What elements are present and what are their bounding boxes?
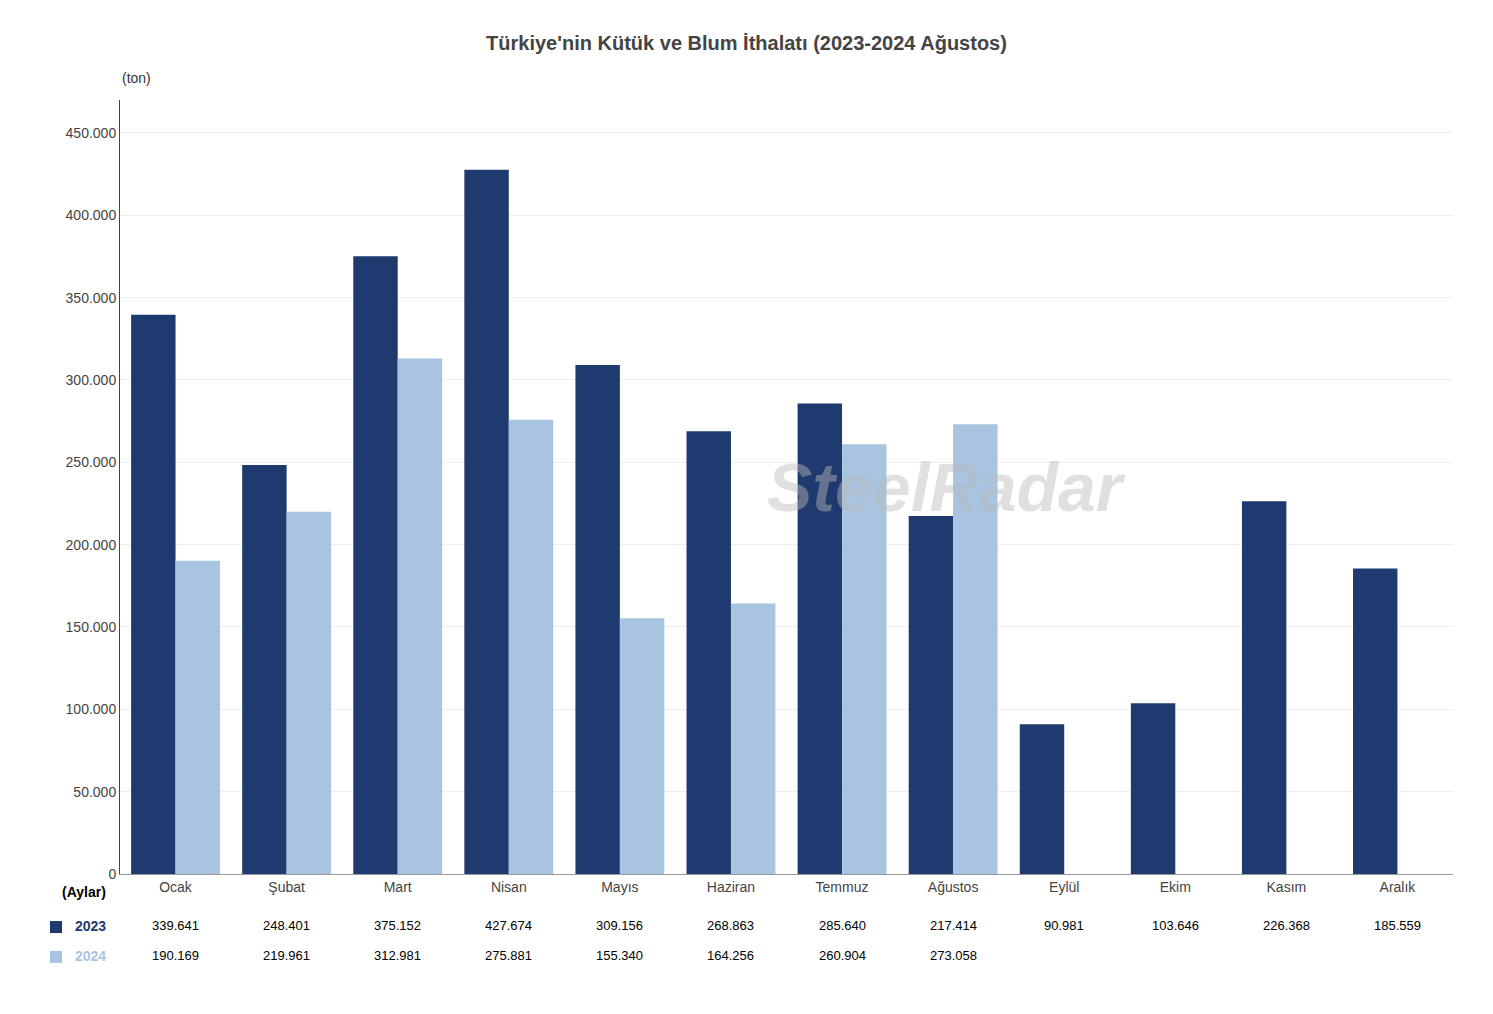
svg-text:90.981: 90.981 [1044,918,1084,933]
svg-text:375.152: 375.152 [374,918,421,933]
svg-text:Kasım: Kasım [1267,879,1307,895]
svg-text:260.904: 260.904 [819,948,866,963]
svg-text:Haziran: Haziran [707,879,755,895]
svg-text:285.640: 285.640 [819,918,866,933]
svg-text:Eylül: Eylül [1049,879,1079,895]
svg-text:450.000: 450.000 [66,125,117,141]
svg-text:219.961: 219.961 [263,948,310,963]
svg-text:164.256: 164.256 [707,948,754,963]
svg-text:309.156: 309.156 [596,918,643,933]
svg-text:200.000: 200.000 [66,537,117,553]
svg-text:427.674: 427.674 [485,918,532,933]
svg-text:Ağustos: Ağustos [928,879,979,895]
svg-text:150.000: 150.000 [66,619,117,635]
svg-text:248.401: 248.401 [263,918,310,933]
svg-text:268.863: 268.863 [707,918,754,933]
svg-text:155.340: 155.340 [596,948,643,963]
svg-text:350.000: 350.000 [66,290,117,306]
svg-text:273.058: 273.058 [930,948,977,963]
svg-text:103.646: 103.646 [1152,918,1199,933]
svg-text:339.641: 339.641 [152,918,199,933]
svg-text:185.559: 185.559 [1374,918,1421,933]
svg-text:Şubat: Şubat [268,879,305,895]
svg-text:0: 0 [108,866,116,882]
svg-text:Türkiye'nin Kütük ve Blum İtha: Türkiye'nin Kütük ve Blum İthalatı (2023… [486,32,1007,54]
svg-text:Ekim: Ekim [1160,879,1191,895]
svg-text:(Aylar): (Aylar) [62,884,106,900]
svg-text:312.981: 312.981 [374,948,421,963]
svg-text:(ton): (ton) [122,70,151,86]
svg-text:Mart: Mart [384,879,412,895]
svg-text:400.000: 400.000 [66,207,117,223]
svg-text:217.414: 217.414 [930,918,977,933]
svg-text:Ocak: Ocak [159,879,193,895]
svg-text:226.368: 226.368 [1263,918,1310,933]
svg-text:2024: 2024 [75,948,106,964]
svg-text:50.000: 50.000 [73,784,116,800]
svg-text:Nisan: Nisan [491,879,527,895]
svg-text:SteelRadar: SteelRadar [767,449,1126,525]
svg-text:Aralık: Aralık [1380,879,1417,895]
svg-text:190.169: 190.169 [152,948,199,963]
svg-text:100.000: 100.000 [66,701,117,717]
svg-text:2023: 2023 [75,918,106,934]
svg-text:250.000: 250.000 [66,454,117,470]
svg-text:275.881: 275.881 [485,948,532,963]
svg-text:Mayıs: Mayıs [601,879,638,895]
svg-text:300.000: 300.000 [66,372,117,388]
svg-text:Temmuz: Temmuz [816,879,869,895]
